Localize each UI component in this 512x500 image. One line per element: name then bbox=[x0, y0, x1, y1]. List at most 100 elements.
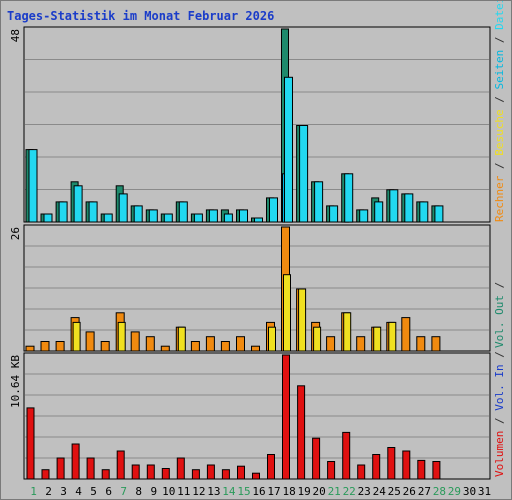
bar-volumen-day-3 bbox=[56, 457, 65, 480]
bar-dateien-day-24 bbox=[374, 201, 384, 223]
bar-besuche-day-19 bbox=[298, 288, 307, 352]
legend-entry: / bbox=[493, 411, 506, 431]
bar-dateien-day-21 bbox=[329, 205, 339, 223]
bar-besuche-day-11 bbox=[177, 326, 186, 352]
x-tick-label-day-31: 31 bbox=[478, 485, 491, 498]
x-tick-label-day-6: 6 bbox=[105, 485, 112, 498]
bar-rechner-day-15 bbox=[236, 336, 245, 352]
bar-seiten-day-18 bbox=[282, 173, 285, 223]
bar-volumen-day-5 bbox=[86, 457, 95, 480]
bar-volumen-day-10 bbox=[161, 468, 170, 480]
bar-volumen-day-20 bbox=[312, 437, 321, 480]
bar-rechner-day-13 bbox=[205, 336, 215, 352]
x-tick-label-day-12: 12 bbox=[192, 485, 205, 498]
x-tick-label-day-14: 14 bbox=[222, 485, 236, 498]
legend-volume: Volumen / Vol. In / bbox=[493, 351, 506, 477]
bar-dateien-day-16 bbox=[254, 217, 263, 223]
bar-besuche-day-24 bbox=[373, 326, 382, 352]
legend-entry: / bbox=[493, 30, 506, 50]
y-axis-max-label: 26 bbox=[9, 227, 22, 240]
legend-entry: / bbox=[493, 156, 506, 176]
bar-rechner-day-26 bbox=[401, 317, 411, 352]
bar-volumen-day-13 bbox=[206, 464, 215, 480]
bar-rechner-day-23 bbox=[356, 336, 366, 352]
legend-entry: / bbox=[493, 90, 506, 110]
bar-volumen-day-25 bbox=[387, 447, 396, 480]
bar-rechner-day-12 bbox=[190, 341, 200, 352]
x-tick-label-day-2: 2 bbox=[45, 485, 52, 498]
bar-volumen-day-27 bbox=[417, 459, 426, 480]
x-tick-label-day-7: 7 bbox=[120, 485, 127, 498]
bar-besuche-day-18 bbox=[283, 274, 291, 352]
bar-volumen-day-14 bbox=[221, 469, 230, 480]
x-tick-label-day-25: 25 bbox=[388, 485, 401, 498]
legend-entry: / bbox=[493, 351, 506, 364]
bar-dateien-day-15 bbox=[239, 209, 248, 223]
bar-besuche-day-4 bbox=[72, 321, 81, 352]
bar-rechner-day-2 bbox=[40, 341, 50, 352]
y-axis-max-label: 10.64 KB bbox=[9, 355, 22, 408]
legend-entry: Seiten bbox=[493, 50, 506, 90]
bar-volumen-day-17 bbox=[267, 454, 275, 480]
x-tick-label-day-16: 16 bbox=[252, 485, 265, 498]
x-tick-label-day-26: 26 bbox=[403, 485, 416, 498]
x-tick-label-day-23: 23 bbox=[358, 485, 371, 498]
legend-entry: / bbox=[493, 282, 506, 295]
bar-volumen-day-11 bbox=[176, 457, 185, 480]
x-tick-label-day-8: 8 bbox=[135, 485, 142, 498]
bar-rechner-day-14 bbox=[220, 341, 230, 352]
x-tick-label-day-27: 27 bbox=[418, 485, 431, 498]
bar-dateien-day-4 bbox=[73, 185, 83, 223]
bar-dateien-day-2 bbox=[43, 213, 53, 223]
x-tick-label-day-11: 11 bbox=[177, 485, 190, 498]
x-tick-label-day-13: 13 bbox=[207, 485, 220, 498]
bar-volumen-day-21 bbox=[327, 461, 336, 480]
legend-entry: Volumen bbox=[493, 431, 506, 477]
bar-besuche-day-7 bbox=[117, 321, 126, 352]
x-tick-label-day-29: 29 bbox=[448, 485, 461, 498]
legend-entry: Dateien bbox=[493, 1, 506, 30]
bar-volumen-day-23 bbox=[357, 464, 366, 480]
bar-dateien-day-12 bbox=[193, 213, 203, 223]
bar-dateien-day-8 bbox=[133, 205, 143, 223]
bar-dateien-day-28 bbox=[434, 205, 444, 223]
bar-dateien-day-22 bbox=[344, 173, 354, 223]
bar-besuche-day-20 bbox=[313, 326, 322, 352]
bar-volumen-day-2 bbox=[41, 469, 50, 480]
x-tick-label-day-22: 22 bbox=[343, 485, 356, 498]
bar-dateien-day-1 bbox=[28, 149, 38, 223]
bar-volumen-day-15 bbox=[237, 465, 245, 480]
x-tick-label-day-24: 24 bbox=[373, 485, 387, 498]
x-tick-label-day-17: 17 bbox=[267, 485, 280, 498]
bar-volumen-day-7 bbox=[116, 450, 125, 480]
bar-volumen-day-8 bbox=[131, 464, 140, 480]
legend-entry: Vol. Out bbox=[493, 295, 506, 348]
x-tick-label-day-21: 21 bbox=[328, 485, 341, 498]
bar-rechner-day-6 bbox=[100, 341, 110, 352]
x-tick-label-day-19: 19 bbox=[297, 485, 310, 498]
x-tick-label-day-15: 15 bbox=[237, 485, 250, 498]
bar-rechner-day-16 bbox=[251, 345, 260, 352]
x-tick-label-day-18: 18 bbox=[282, 485, 295, 498]
bar-volumen-day-18 bbox=[282, 354, 290, 480]
bar-dateien-day-5 bbox=[88, 201, 98, 223]
x-tick-label-day-9: 9 bbox=[150, 485, 157, 498]
x-tick-label-day-20: 20 bbox=[312, 485, 325, 498]
x-tick-label-day-1: 1 bbox=[30, 485, 37, 498]
bar-dateien-day-27 bbox=[419, 201, 429, 223]
bar-volumen-day-4 bbox=[71, 443, 80, 480]
bar-dateien-day-11 bbox=[178, 201, 188, 223]
bar-volumen-day-9 bbox=[146, 464, 155, 480]
y-axis-max-label: 48 bbox=[9, 29, 22, 42]
bar-rechner-day-1 bbox=[25, 345, 35, 352]
bar-volumen-day-28 bbox=[432, 461, 441, 480]
legend-vol-out: Vol. Out / bbox=[493, 282, 506, 348]
bar-volumen-day-1 bbox=[26, 407, 35, 480]
bar-dateien-day-9 bbox=[148, 209, 158, 223]
chart-title: Tages-Statistik im Monat Februar 2026 bbox=[7, 9, 275, 23]
bar-volumen-day-6 bbox=[101, 469, 110, 480]
bar-besuche-day-25 bbox=[388, 321, 397, 352]
bar-volumen-day-12 bbox=[191, 469, 200, 480]
legend-entry: Vol. In bbox=[493, 364, 506, 410]
